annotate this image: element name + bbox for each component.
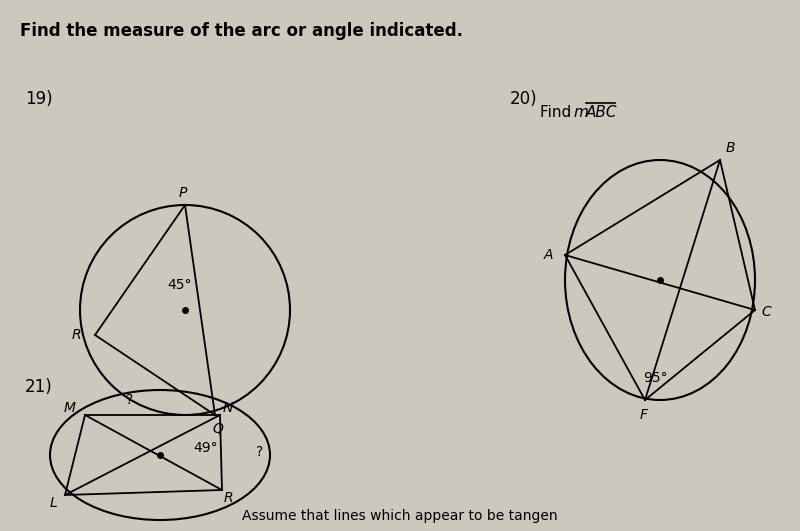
- Text: Find the measure of the arc or angle indicated.: Find the measure of the arc or angle ind…: [20, 22, 463, 40]
- Text: R: R: [223, 491, 233, 505]
- Text: Q: Q: [213, 421, 223, 435]
- Text: ABC: ABC: [586, 105, 618, 120]
- Text: 45°: 45°: [167, 278, 191, 292]
- Text: M: M: [64, 401, 76, 415]
- Text: 21): 21): [25, 378, 53, 396]
- Text: 20): 20): [510, 90, 538, 108]
- Text: Assume that lines which appear to be tangen: Assume that lines which appear to be tan…: [242, 509, 558, 523]
- Text: 19): 19): [25, 90, 53, 108]
- Text: 95°: 95°: [643, 371, 668, 385]
- Text: m: m: [573, 105, 588, 120]
- Text: ?: ?: [126, 393, 134, 407]
- Text: 49°: 49°: [193, 441, 218, 455]
- Text: L: L: [49, 496, 57, 510]
- Text: A: A: [543, 248, 553, 262]
- Text: Find: Find: [540, 105, 576, 120]
- Text: B: B: [726, 141, 734, 155]
- Text: C: C: [761, 305, 771, 319]
- Text: ?: ?: [256, 445, 264, 459]
- Text: R: R: [71, 328, 81, 342]
- Text: N: N: [223, 401, 233, 415]
- Text: P: P: [179, 186, 187, 200]
- Text: F: F: [640, 408, 648, 422]
